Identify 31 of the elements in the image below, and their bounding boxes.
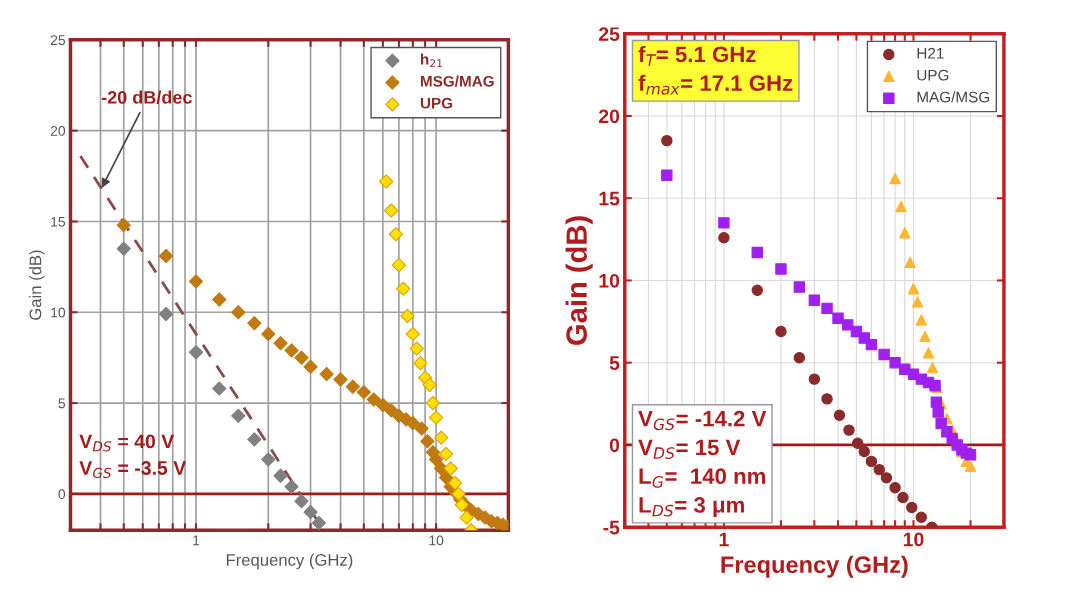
legend-label: MSG/MAG: [420, 75, 494, 87]
text: V$_{DS}$ = 40 V V$_{GS}$ = -3.5 V: [79, 434, 187, 479]
legend-label: h$_{21}$: [421, 53, 443, 68]
annotation: f$_{T}$= 5.1 GHz f$_{max}$= 17.1 GHz: [638, 45, 793, 95]
y-tick-label: 5: [58, 398, 66, 409]
x-axis-title: Frequency (GHz): [721, 555, 908, 578]
legend-label: UPG: [917, 69, 949, 81]
legend-label: MAG/MSG: [917, 91, 990, 103]
x-axis-title: Frequency (GHz): [226, 553, 353, 570]
x-tick-label: 10: [429, 535, 444, 546]
y-tick-label: -5: [603, 520, 620, 535]
y-tick-label: 10: [51, 307, 66, 318]
x-tick-label: 1: [193, 535, 200, 546]
y-tick-label: 10: [599, 273, 620, 288]
x-tick-label: 1: [719, 532, 729, 547]
annotation: -20 dB/dec: [101, 90, 192, 104]
legend-label: UPG: [420, 97, 453, 109]
x-tick-label: 10: [903, 532, 924, 547]
y-tick-label: 15: [599, 191, 620, 206]
y-axis-title: Gain (dB): [29, 250, 45, 320]
y-tick-label: 0: [609, 438, 620, 453]
y-tick-label: 25: [598, 27, 620, 41]
legend-label: H21: [917, 47, 944, 59]
y-tick-label: 20: [598, 109, 620, 124]
y-axis-title: Gain (dB): [565, 216, 593, 345]
y-tick-label: 0: [58, 489, 66, 500]
y-tick-label: 20: [50, 125, 66, 136]
y-tick-label: 15: [51, 216, 66, 227]
y-tick-label: 25: [50, 35, 66, 46]
text: V$_{GS}$= -14.2 V V$_{DS}$= 15 V L$_{G}$= 140 nm L$_{DS}$= 3 μm: [638, 410, 767, 518]
y-tick-label: 5: [609, 356, 620, 370]
